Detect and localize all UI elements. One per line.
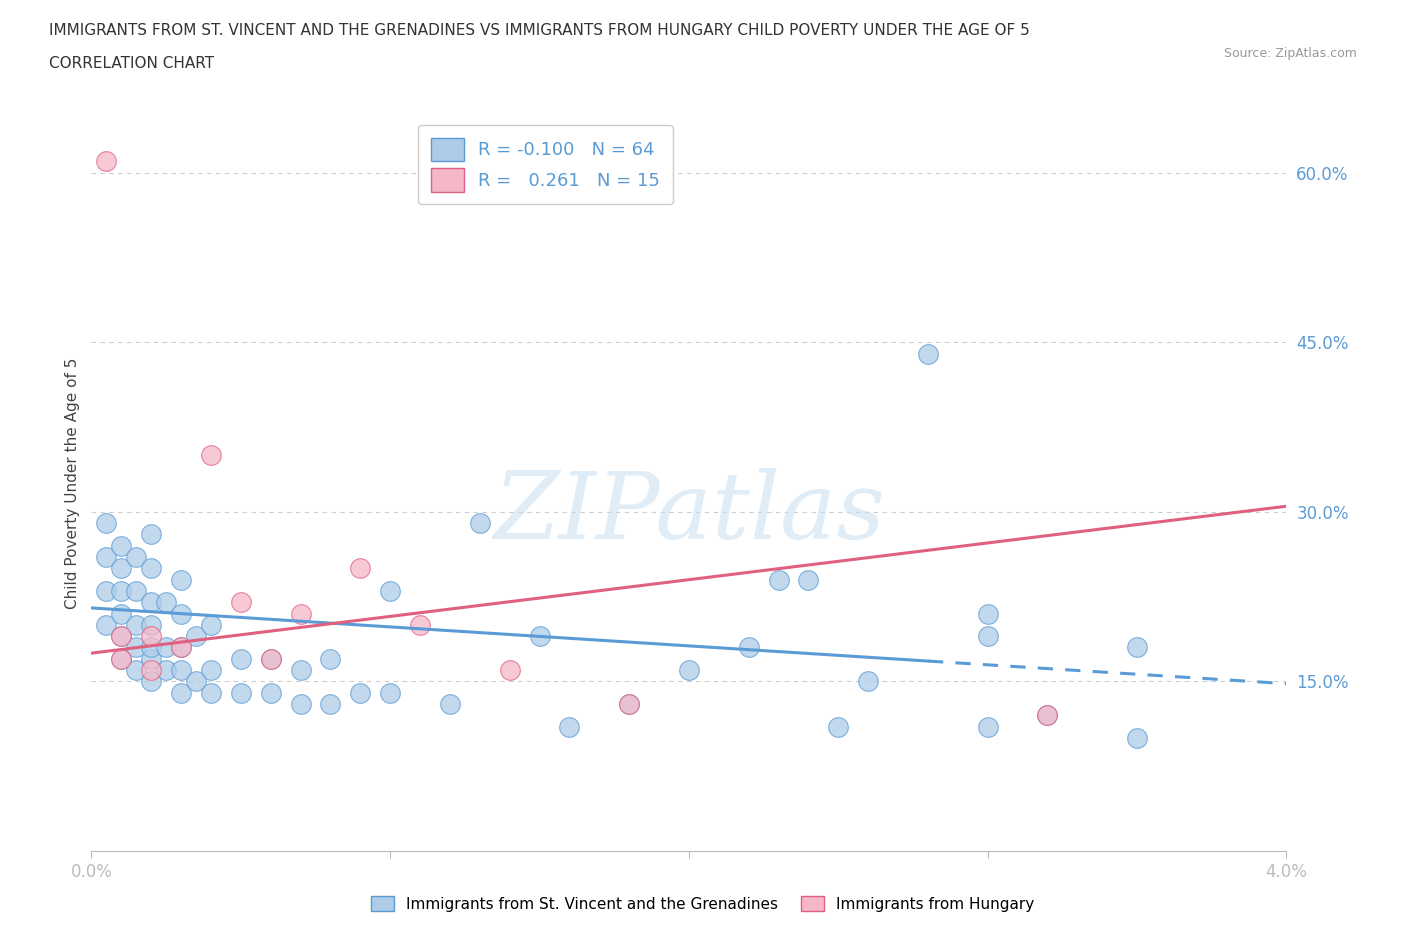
Point [439, 697, 461, 711]
Point [184, 674, 207, 689]
Point [319, 651, 342, 666]
Point [290, 606, 312, 621]
Point [125, 663, 148, 678]
Point [617, 697, 640, 711]
Point [170, 685, 193, 700]
Point [1036, 708, 1059, 723]
Point [110, 651, 132, 666]
Point [141, 561, 162, 576]
Text: ZIPatlas: ZIPatlas [494, 468, 884, 558]
Point [1126, 640, 1149, 655]
Point [856, 674, 880, 689]
Point [259, 651, 281, 666]
Point [200, 685, 222, 700]
Point [737, 640, 759, 655]
Point [349, 561, 371, 576]
Point [125, 618, 148, 632]
Point [170, 663, 193, 678]
Point [349, 685, 371, 700]
Point [200, 618, 222, 632]
Point [200, 448, 222, 463]
Point [976, 719, 998, 734]
Point [141, 595, 162, 610]
Point [96, 154, 118, 169]
Point [917, 346, 939, 361]
Y-axis label: Child Poverty Under the Age of 5: Child Poverty Under the Age of 5 [65, 358, 80, 609]
Point [110, 629, 132, 644]
Point [378, 685, 402, 700]
Point [797, 572, 820, 587]
Text: IMMIGRANTS FROM ST. VINCENT AND THE GRENADINES VS IMMIGRANTS FROM HUNGARY CHILD : IMMIGRANTS FROM ST. VINCENT AND THE GREN… [49, 23, 1031, 38]
Point [678, 663, 700, 678]
Point [468, 516, 491, 531]
Point [125, 550, 148, 565]
Point [110, 629, 132, 644]
Point [155, 640, 177, 655]
Text: CORRELATION CHART: CORRELATION CHART [49, 56, 214, 71]
Point [200, 663, 222, 678]
Point [229, 651, 252, 666]
Point [290, 697, 312, 711]
Point [259, 651, 281, 666]
Point [409, 618, 432, 632]
Point [229, 595, 252, 610]
Point [155, 663, 177, 678]
Point [125, 583, 148, 598]
Legend: R = -0.100   N = 64, R =   0.261   N = 15: R = -0.100 N = 64, R = 0.261 N = 15 [419, 126, 672, 205]
Point [229, 685, 252, 700]
Point [498, 663, 520, 678]
Point [976, 606, 998, 621]
Point [170, 606, 193, 621]
Point [184, 629, 207, 644]
Point [141, 651, 162, 666]
Point [170, 640, 193, 655]
Point [96, 583, 118, 598]
Point [125, 640, 148, 655]
Point [141, 527, 162, 542]
Point [141, 640, 162, 655]
Point [141, 663, 162, 678]
Point [1036, 708, 1059, 723]
Point [768, 572, 790, 587]
Point [976, 629, 998, 644]
Point [141, 674, 162, 689]
Point [259, 685, 281, 700]
Text: Source: ZipAtlas.com: Source: ZipAtlas.com [1223, 46, 1357, 60]
Point [110, 561, 132, 576]
Legend: Immigrants from St. Vincent and the Grenadines, Immigrants from Hungary: Immigrants from St. Vincent and the Gren… [366, 889, 1040, 918]
Point [141, 629, 162, 644]
Point [617, 697, 640, 711]
Point [110, 606, 132, 621]
Point [110, 538, 132, 553]
Point [378, 583, 402, 598]
Point [96, 618, 118, 632]
Point [155, 595, 177, 610]
Point [558, 719, 581, 734]
Point [170, 572, 193, 587]
Point [170, 640, 193, 655]
Point [110, 651, 132, 666]
Point [529, 629, 551, 644]
Point [96, 550, 118, 565]
Point [1126, 730, 1149, 745]
Point [319, 697, 342, 711]
Point [110, 583, 132, 598]
Point [141, 618, 162, 632]
Point [827, 719, 849, 734]
Point [96, 516, 118, 531]
Point [290, 663, 312, 678]
